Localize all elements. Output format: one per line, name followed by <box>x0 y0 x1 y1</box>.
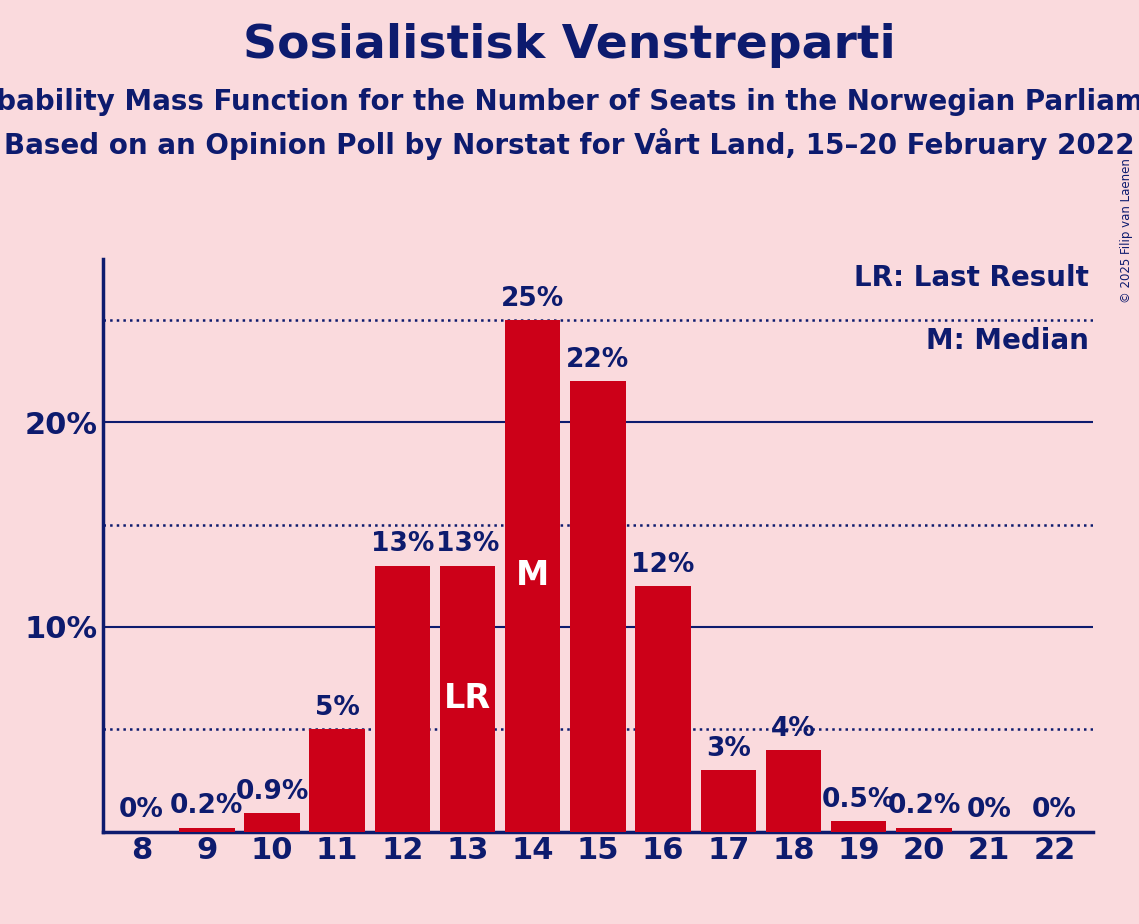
Text: LR: Last Result: LR: Last Result <box>853 264 1089 293</box>
Text: M: M <box>516 559 549 592</box>
Text: 0.5%: 0.5% <box>822 787 895 813</box>
Text: LR: LR <box>444 682 491 715</box>
Bar <box>571 382 625 832</box>
Text: 4%: 4% <box>771 715 816 742</box>
Text: 13%: 13% <box>436 531 499 557</box>
Text: 25%: 25% <box>501 286 565 312</box>
Text: 5%: 5% <box>314 695 360 721</box>
Bar <box>896 828 952 832</box>
Text: Sosialistisk Venstreparti: Sosialistisk Venstreparti <box>243 23 896 68</box>
Bar <box>375 565 431 832</box>
Text: 0%: 0% <box>1032 797 1076 823</box>
Text: 0.2%: 0.2% <box>170 794 244 820</box>
Text: 3%: 3% <box>706 736 751 762</box>
Bar <box>765 749 821 832</box>
Text: 0%: 0% <box>967 797 1011 823</box>
Bar <box>244 813 300 832</box>
Bar <box>700 771 756 832</box>
Text: 0.9%: 0.9% <box>236 779 309 805</box>
Bar <box>179 828 235 832</box>
Bar <box>636 586 691 832</box>
Text: 12%: 12% <box>631 552 695 578</box>
Bar <box>310 729 364 832</box>
Text: © 2025 Filip van Laenen: © 2025 Filip van Laenen <box>1121 159 1133 303</box>
Text: 13%: 13% <box>370 531 434 557</box>
Text: M: Median: M: Median <box>926 327 1089 356</box>
Text: 0.2%: 0.2% <box>887 794 960 820</box>
Text: Based on an Opinion Poll by Norstat for Vårt Land, 15–20 February 2022: Based on an Opinion Poll by Norstat for … <box>5 128 1134 160</box>
Text: 0%: 0% <box>120 797 164 823</box>
Bar <box>440 565 495 832</box>
Text: 22%: 22% <box>566 347 630 373</box>
Text: Probability Mass Function for the Number of Seats in the Norwegian Parliament: Probability Mass Function for the Number… <box>0 88 1139 116</box>
Bar <box>831 821 886 832</box>
Bar <box>505 320 560 832</box>
